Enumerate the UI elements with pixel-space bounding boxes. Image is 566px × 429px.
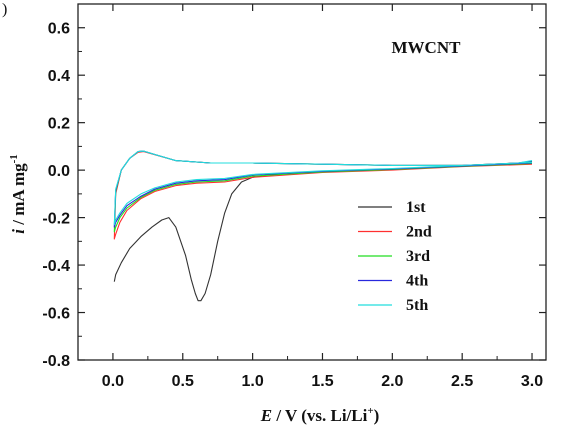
x-tick-label: 1.0 — [242, 373, 264, 390]
x-axis-close: ) — [374, 406, 380, 425]
x-tick-label: 2.5 — [451, 373, 473, 390]
series-curves — [113, 150, 533, 302]
legend-label-4th: 4th — [406, 273, 428, 290]
series-line-1st — [113, 171, 292, 302]
y-tick-label: 0.6 — [48, 21, 70, 38]
y-axis-variable: i — [9, 229, 28, 234]
y-tick-label: -0.2 — [42, 211, 70, 228]
series-line-4th — [113, 150, 533, 228]
x-tick-labels: 0.0 0.5 1.0 1.5 2.0 2.5 3.0 — [102, 373, 543, 390]
axis-ticks — [78, 4, 546, 361]
x-tick-label: 0.0 — [102, 373, 124, 390]
series-line-3rd — [113, 150, 533, 233]
y-tick-label: 0.0 — [48, 163, 70, 180]
y-tick-label: -0.6 — [42, 306, 70, 323]
y-tick-labels: -0.8 -0.6 -0.4 -0.2 0.0 0.2 0.4 0.6 — [42, 21, 70, 370]
legend-label-2nd: 2nd — [406, 224, 432, 241]
x-axis-label: E / V (vs. Li/Li+) — [260, 405, 380, 425]
x-tick-label: 2.0 — [381, 373, 403, 390]
chart-title: MWCNT — [392, 38, 462, 57]
y-tick-label: -0.4 — [42, 258, 70, 275]
legend-label-1st: 1st — [406, 199, 426, 216]
legend: 1st 2nd 3rd 4th 5th — [358, 199, 432, 314]
legend-label-5th: 5th — [406, 297, 428, 314]
y-axis-label: i / mA mg-1 — [8, 154, 28, 234]
y-axis-superscript: -1 — [8, 154, 20, 163]
y-tick-label: -0.8 — [42, 353, 70, 370]
x-axis-unit: / V (vs. Li/Li — [272, 406, 368, 425]
series-line-5th — [113, 150, 533, 226]
x-tick-label: 3.0 — [521, 373, 543, 390]
legend-label-3rd: 3rd — [406, 248, 430, 265]
x-axis-superscript: + — [367, 405, 373, 417]
y-tick-label: 0.4 — [48, 68, 70, 85]
y-tick-label: 0.2 — [48, 116, 70, 133]
panel-label: ) — [2, 1, 7, 18]
x-tick-label: 1.5 — [311, 373, 333, 390]
plot-frame — [77, 3, 547, 361]
x-tick-label: 0.5 — [172, 373, 194, 390]
y-axis-unit: / mA mg — [9, 163, 28, 229]
x-axis-variable: E — [260, 406, 272, 425]
